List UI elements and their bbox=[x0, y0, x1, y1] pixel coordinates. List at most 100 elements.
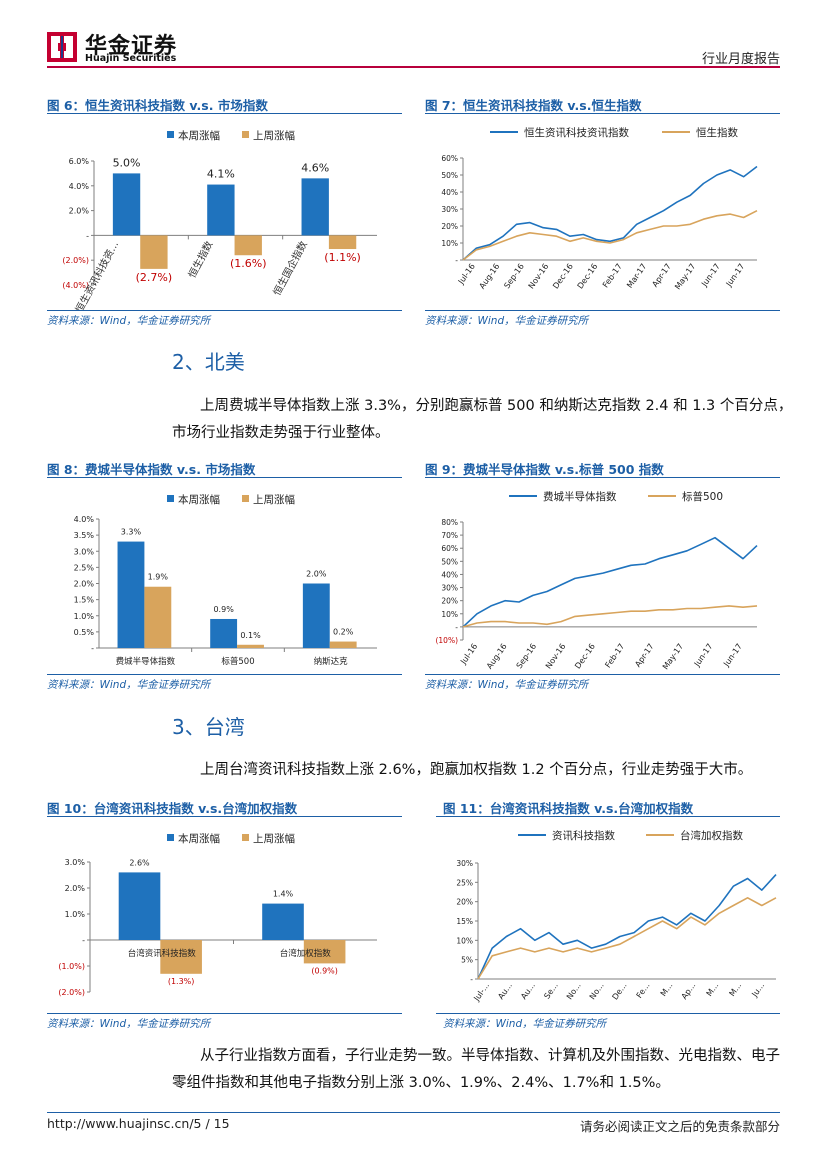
brand-name-cn: 华金证券 bbox=[85, 34, 178, 59]
y-tick-label: (4.0%) bbox=[62, 281, 89, 290]
y-tick-label: 2.0% bbox=[65, 884, 86, 893]
footer-url-page[interactable]: http://www.huajinsc.cn/5 / 15 bbox=[47, 1116, 230, 1131]
legend-swatch-0 bbox=[167, 834, 174, 841]
fig11-line-chart: 资讯科技指数 台湾加权指数-5%10%15%20%25%30%Jul-... Au.… bbox=[456, 829, 777, 1004]
fig6-bar-chart: 本周涨幅 上周涨幅 6.0% 4.0% 2.0% - (2.0%) (4.0%) 5.0% (2.… bbox=[62, 129, 377, 310]
fig10-title: 图 10：台湾资讯科技指数 v.s.台湾加权指数 bbox=[47, 801, 298, 816]
report-type: 行业月度报告 bbox=[701, 52, 780, 67]
data-label: 0.9% bbox=[213, 605, 234, 614]
y-tick-label: 60% bbox=[441, 544, 458, 553]
x-tick-label: Dec-16 bbox=[573, 642, 597, 671]
category-label: 费城半导体指数 bbox=[116, 656, 176, 667]
x-tick-label: Dec-16 bbox=[551, 262, 575, 291]
x-tick-label: No... bbox=[565, 981, 583, 1001]
fig6-bottom-rule bbox=[47, 310, 402, 311]
fig9-top-rule bbox=[425, 477, 780, 478]
x-tick-label: Se... bbox=[542, 981, 559, 1001]
data-label: 0.1% bbox=[240, 631, 261, 640]
series-line-1 bbox=[477, 897, 777, 980]
legend-swatch-0 bbox=[167, 495, 174, 502]
y-tick-label: (1.0%) bbox=[58, 962, 85, 971]
x-tick-label: Aug-16 bbox=[478, 262, 502, 291]
data-label: (1.6%) bbox=[230, 257, 267, 270]
y-tick-label: 30% bbox=[456, 859, 473, 868]
bar-上周涨幅 bbox=[303, 940, 346, 964]
closing-paragraph-line1: 从子行业指数方面看，子行业走势一致。半导体指数、计算机及外围指数、光电指数、电子 bbox=[200, 1048, 780, 1064]
bar-本周涨幅 bbox=[118, 872, 161, 940]
brand-logo: 华金证券 Huajin Securities bbox=[47, 30, 182, 66]
y-tick-label: 40% bbox=[441, 570, 458, 579]
fig6-source: 资料来源：Wind，华金证券研究所 bbox=[47, 315, 211, 327]
x-tick-label: Jul-16 bbox=[456, 262, 477, 287]
legend-label-0: 费城半导体指数 bbox=[543, 490, 617, 503]
category-label: 标普500 bbox=[221, 656, 254, 667]
fig7-source: 资料来源：Wind，华金证券研究所 bbox=[425, 315, 589, 327]
y-tick-label: - bbox=[82, 936, 85, 945]
fig6-title: 图 6：恒生资讯科技指数 v.s. 市场指数 bbox=[47, 98, 268, 113]
x-tick-label: Jun-17 bbox=[721, 642, 744, 669]
category-label: 恒生国企指数 bbox=[270, 239, 310, 298]
y-tick-label: 30% bbox=[441, 205, 458, 214]
x-tick-label: Nov-16 bbox=[544, 642, 568, 670]
section2-paragraph-line2: 市场行业指数走势强于行业整体。 bbox=[172, 425, 390, 441]
data-label: 3.3% bbox=[121, 528, 142, 537]
x-tick-label: Apr-17 bbox=[633, 642, 656, 669]
closing-paragraph-line2: 零组件指数和其他电子指数分别上涨 3.0%、1.9%、2.4%、1.7%和 1.… bbox=[172, 1075, 670, 1091]
y-tick-label: 10% bbox=[456, 936, 473, 945]
legend-label-0: 本周涨幅 bbox=[178, 493, 220, 506]
y-tick-label: 25% bbox=[456, 878, 473, 887]
y-tick-label: (10%) bbox=[435, 636, 458, 645]
y-tick-label: (2.0%) bbox=[58, 988, 85, 997]
y-tick-label: 0.5% bbox=[74, 628, 95, 637]
y-tick-label: 3.5% bbox=[74, 531, 95, 540]
fig11-top-rule bbox=[436, 816, 780, 817]
data-label: (2.7%) bbox=[136, 271, 173, 284]
x-tick-label: Sep-16 bbox=[515, 642, 539, 670]
fig10-source: 资料来源：Wind，华金证券研究所 bbox=[47, 1018, 211, 1030]
bar-本周涨幅 bbox=[117, 541, 145, 648]
category-label: 台湾加权指数 bbox=[280, 948, 332, 959]
y-tick-label: 2.0% bbox=[74, 580, 95, 589]
y-tick-label: 5% bbox=[461, 956, 473, 965]
x-tick-label: M... bbox=[705, 981, 721, 998]
y-tick-label: 2.5% bbox=[74, 563, 95, 572]
fig8-bar-chart: 本周涨幅 上周涨幅 4.0% 3.5% 3.0% 2.5% 2.0% 1.5% 1.0% 0.5%… bbox=[74, 493, 377, 667]
x-tick-label: De... bbox=[611, 981, 629, 1001]
data-label: (0.9%) bbox=[311, 966, 338, 975]
y-tick-label: 3.0% bbox=[74, 547, 95, 556]
section2-paragraph-line1: 上周费城半导体指数上涨 3.3%，分别跑赢标普 500 和纳斯达克指数 2.4 … bbox=[200, 398, 793, 414]
footer-disclaimer: 请务必阅读正文之后的免责条款部分 bbox=[579, 1119, 780, 1134]
fig8-top-rule bbox=[47, 477, 402, 478]
x-tick-label: M... bbox=[659, 981, 675, 998]
x-tick-label: Ju... bbox=[750, 981, 767, 999]
x-tick-label: Ap... bbox=[680, 981, 698, 1001]
y-tick-label: - bbox=[91, 644, 94, 653]
fig7-line-chart: 恒生资讯科技资讯指数 恒生指数-10%20%30%40%50%60%Jul-16 A… bbox=[441, 126, 758, 291]
y-tick-label: 70% bbox=[441, 531, 458, 540]
data-label: (1.3%) bbox=[168, 977, 195, 986]
y-tick-label: 2.0% bbox=[69, 207, 90, 216]
bar-本周涨幅 bbox=[112, 173, 141, 236]
x-tick-label: Jul-... bbox=[472, 981, 492, 1004]
y-tick-label: 4.0% bbox=[74, 515, 95, 524]
legend-swatch-1 bbox=[242, 131, 249, 138]
footer-divider bbox=[47, 1112, 780, 1113]
bar-本周涨幅 bbox=[302, 583, 330, 648]
header-divider bbox=[47, 66, 780, 68]
bar-本周涨幅 bbox=[262, 903, 304, 940]
y-tick-label: 20% bbox=[456, 898, 473, 907]
fig7-top-rule bbox=[425, 113, 780, 114]
data-label: 4.6% bbox=[301, 161, 329, 174]
y-tick-label: 50% bbox=[441, 171, 458, 180]
fig9-line-chart: 费城半导体指数 标普500 (10%) - 10% 20% 30% 40% 50% 60% 70% 8… bbox=[435, 490, 758, 671]
legend-swatch-1 bbox=[242, 834, 249, 841]
fig6-top-rule bbox=[47, 113, 402, 114]
y-tick-label: 3.0% bbox=[65, 858, 86, 867]
x-tick-label: Sep-16 bbox=[502, 262, 526, 290]
y-tick-label: 50% bbox=[441, 557, 458, 566]
legend-label-0: 本周涨幅 bbox=[178, 832, 220, 845]
data-label: 2.6% bbox=[129, 858, 150, 867]
section-heading-taiwan: 3、台湾 bbox=[172, 715, 245, 739]
y-tick-label: 1.5% bbox=[74, 596, 95, 605]
x-tick-label: Dec-16 bbox=[576, 262, 600, 291]
